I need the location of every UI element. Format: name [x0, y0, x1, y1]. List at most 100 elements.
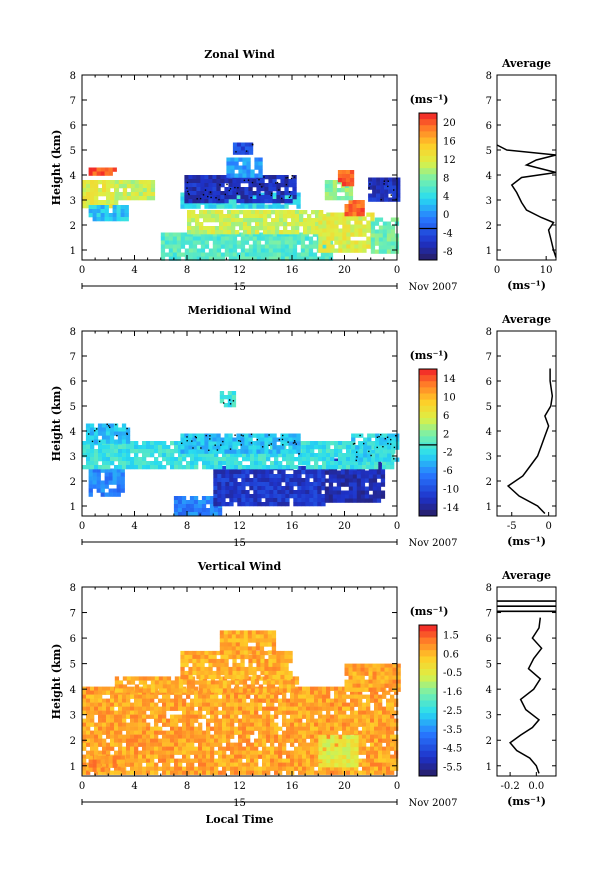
heatmap-cell: [364, 667, 369, 672]
heatmap-cell: [297, 486, 302, 491]
heatmap-cell: [224, 666, 229, 672]
heatmap-cell: [334, 766, 339, 771]
heatmap-cell: [216, 179, 221, 184]
heatmap-cell: [261, 490, 266, 495]
heatmap-cell: [302, 742, 307, 747]
contour-mark: [205, 434, 207, 437]
heatmap-cell: [220, 654, 225, 660]
heatmap-cell: [230, 461, 235, 466]
contour-mark: [390, 194, 392, 196]
heatmap-cell: [294, 762, 299, 767]
heatmap-cell: [92, 472, 97, 477]
heatmap-cell: [282, 734, 287, 739]
heatmap-cell: [110, 457, 115, 462]
heatmap-cell: [256, 437, 261, 442]
heatmap-cell: [257, 490, 262, 495]
heatmap-cell: [170, 770, 175, 775]
heatmap-cell: [346, 714, 351, 719]
heatmap-cell: [90, 702, 95, 707]
heatmap-cell: [256, 662, 261, 668]
heatmap-cell: [302, 698, 307, 703]
heatmap-cell: [284, 662, 289, 668]
heatmap-cell: [264, 240, 270, 245]
heatmap-cell: [203, 210, 208, 215]
heatmap-cell: [96, 167, 101, 172]
heatmap-cell: [219, 210, 224, 215]
heatmap-cell: [104, 205, 109, 210]
heatmap-cell: [376, 470, 382, 475]
heatmap-cell: [250, 173, 255, 178]
heatmap-cell: [366, 698, 371, 703]
heatmap-cell: [217, 470, 222, 475]
heatmap-cell: [218, 770, 223, 775]
heatmap-cell: [166, 770, 171, 775]
heatmap-cell: [278, 770, 283, 775]
heatmap-cell: [362, 718, 367, 723]
heatmap-cell: [374, 766, 379, 771]
heatmap-cell: [201, 496, 207, 501]
heatmap-cell: [298, 758, 303, 763]
heatmap-cell: [86, 453, 91, 458]
heatmap-cell: [258, 173, 263, 178]
heatmap-cell: [271, 646, 277, 651]
heatmap-cell: [264, 666, 269, 672]
heatmap-cell: [274, 465, 279, 470]
contour-mark: [363, 442, 365, 445]
heatmap-cell: [309, 486, 314, 491]
heatmap-cell: [170, 754, 175, 759]
heatmap-cell: [198, 680, 204, 685]
heatmap-cell: [134, 461, 139, 466]
heatmap-cell: [313, 482, 318, 487]
heatmap-cell: [102, 192, 107, 197]
heatmap-cell: [170, 706, 175, 711]
heatmap-cell: [130, 694, 135, 699]
colorbar-segment: [419, 162, 437, 169]
heatmap-cell: [264, 441, 269, 446]
heatmap-cell: [106, 192, 111, 197]
heatmap-cell: [354, 702, 359, 707]
heatmap-cell: [291, 218, 296, 223]
heatmap-cell: [228, 236, 234, 241]
heatmap-cell: [188, 195, 193, 200]
heatmap-cell: [212, 236, 218, 241]
heatmap-cell: [203, 218, 208, 223]
heatmap-cell: [326, 766, 331, 771]
heatmap-cell: [104, 213, 109, 218]
heatmap-cell: [282, 742, 287, 747]
heatmap-cell: [360, 490, 366, 495]
heatmap-cell: [356, 208, 361, 213]
heatmap-cell: [88, 209, 93, 214]
heatmap-cell: [317, 482, 322, 487]
heatmap-cell: [222, 453, 227, 458]
heatmap-cell: [293, 502, 298, 507]
heatmap-cell: [223, 650, 229, 655]
heatmap-cell: [242, 688, 248, 693]
heatmap-cell: [386, 702, 391, 707]
heatmap-cell: [142, 738, 147, 743]
heatmap-cell: [110, 706, 115, 711]
heatmap-cell: [250, 758, 255, 763]
heatmap-cell: [258, 684, 264, 689]
heatmap-cell: [234, 465, 239, 470]
heatmap-cell: [230, 762, 235, 767]
heatmap-cell: [92, 484, 97, 489]
heatmap-cell: [146, 441, 151, 446]
heatmap-cell: [154, 726, 159, 731]
heatmap-cell: [258, 694, 263, 699]
heatmap-cell: [253, 478, 258, 483]
contour-mark: [292, 442, 295, 444]
heatmap-cell: [239, 646, 245, 651]
heatmap-cell: [125, 427, 131, 432]
heatmap-cell: [374, 698, 379, 703]
heatmap-cell: [196, 179, 201, 184]
heatmap-cell: [240, 204, 245, 209]
heatmap-cell: [284, 236, 290, 241]
heatmap-cell: [321, 482, 326, 487]
heatmap-cell: [197, 508, 203, 513]
heatmap-cell: [384, 663, 389, 668]
heatmap-cell: [240, 248, 246, 253]
heatmap-cell: [259, 218, 264, 223]
heatmap-cell: [295, 222, 300, 227]
heatmap-cell: [318, 449, 323, 454]
heatmap-cell: [330, 224, 335, 229]
